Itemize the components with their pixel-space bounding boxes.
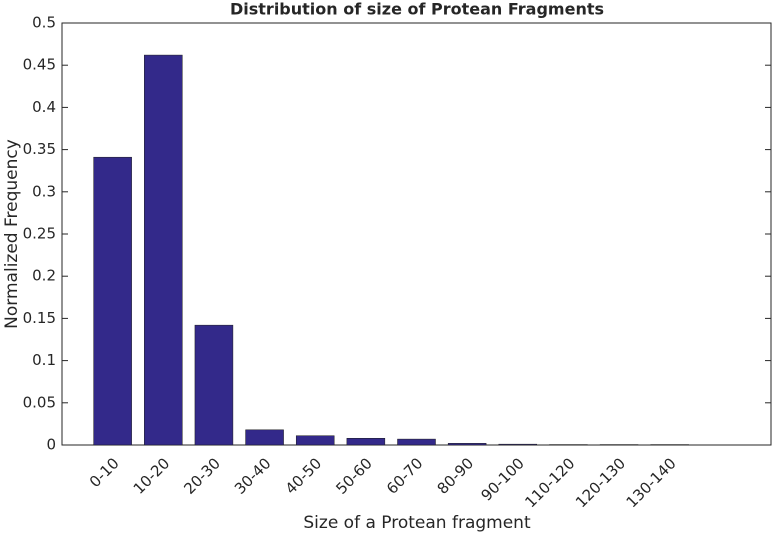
y-tick-label: 0.2 (32, 267, 56, 285)
bar (498, 443, 538, 446)
y-tick-label: 0.25 (23, 225, 56, 243)
bar (447, 443, 487, 446)
y-tick-label: 0.05 (23, 393, 56, 411)
x-tick-label: 30-40 (231, 454, 275, 498)
x-tick-label: 60-70 (383, 454, 427, 498)
bar (295, 435, 335, 446)
y-axis-label: Normalized Frequency (2, 139, 22, 329)
x-tick-label: 40-50 (282, 454, 326, 498)
x-axis-label: Size of a Protean fragment (303, 513, 531, 533)
bar (245, 429, 284, 446)
chart-title: Distribution of size of Protean Fragment… (230, 0, 604, 19)
y-tick-label: 0.15 (23, 309, 56, 327)
x-tick-label: 130-140 (623, 454, 680, 511)
x-tick-label: 120-130 (572, 454, 629, 511)
x-tick-label: 80-90 (434, 454, 478, 498)
bar (346, 437, 386, 446)
x-tick-label: 110-120 (521, 454, 578, 511)
y-tick-label: 0.4 (32, 98, 56, 116)
y-tick-label: 0.45 (23, 56, 56, 74)
x-tick-label: 10-20 (130, 454, 174, 498)
bar (194, 324, 234, 446)
y-tick-label: 0.5 (32, 14, 56, 32)
y-tick-label: 0.3 (32, 182, 56, 200)
y-tick-label: 0 (46, 436, 56, 454)
y-tick-label: 0.1 (32, 351, 56, 369)
y-tick-label: 0.35 (23, 140, 56, 158)
x-tick-label: 50-60 (332, 454, 376, 498)
bar (144, 54, 183, 446)
x-tick-label: 0-10 (86, 454, 123, 491)
bar (397, 438, 436, 446)
bar (93, 156, 132, 446)
x-tick-label: 90-100 (477, 454, 527, 504)
x-tick-label: 20-30 (180, 454, 224, 498)
